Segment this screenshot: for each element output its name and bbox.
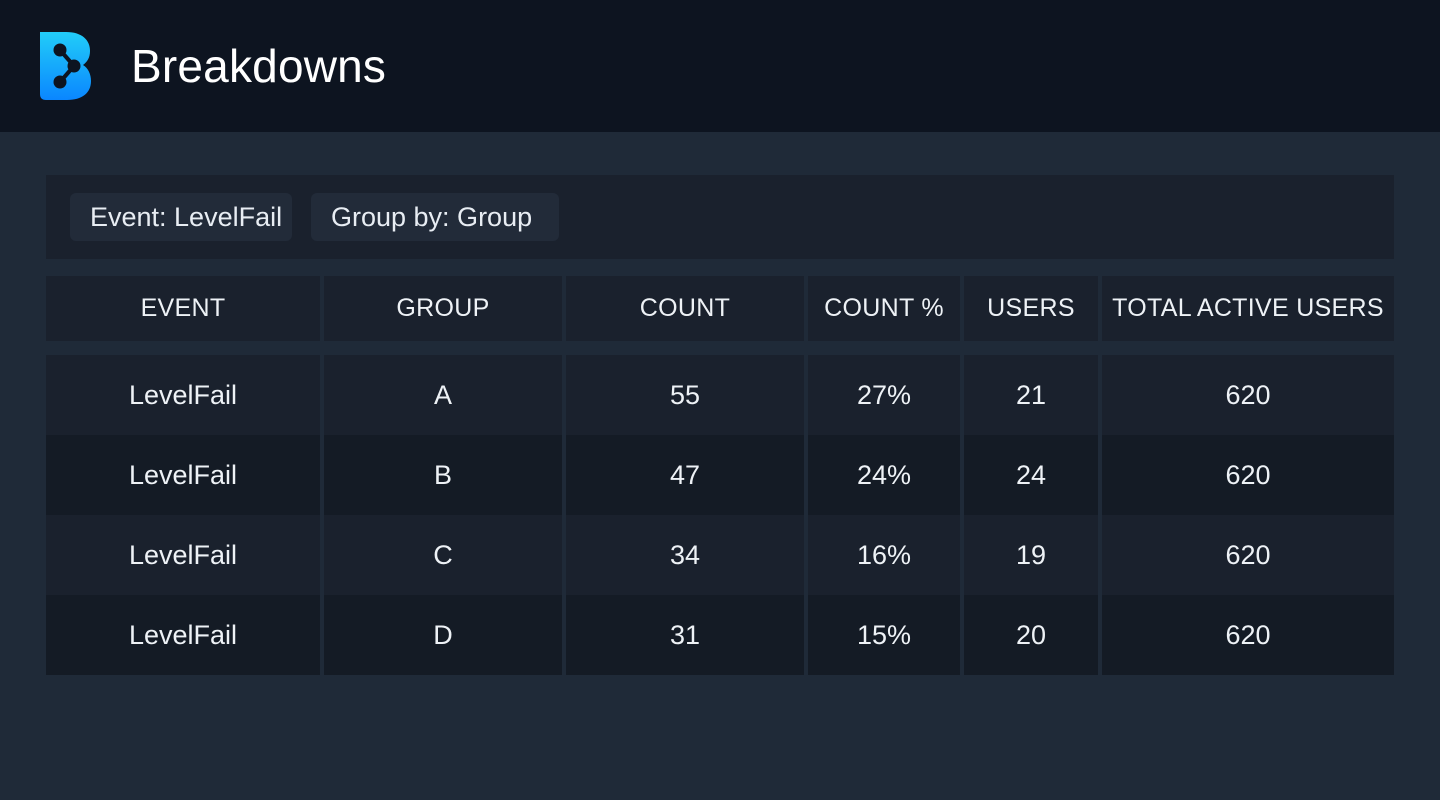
group-by-chip[interactable]: Group by: Group xyxy=(311,193,559,241)
total-active-users-cell: 620 xyxy=(1102,515,1394,595)
event-cell: LevelFail xyxy=(46,595,320,675)
total-active-users-cell: 620 xyxy=(1102,355,1394,435)
count-percent-cell: 27% xyxy=(808,355,960,435)
users-cell: 21 xyxy=(964,355,1098,435)
event-cell: LevelFail xyxy=(46,515,320,595)
count-percent-cell: 16% xyxy=(808,515,960,595)
group-cell: A xyxy=(324,355,562,435)
users-cell: 24 xyxy=(964,435,1098,515)
count-cell: 31 xyxy=(566,595,804,675)
table-row: LevelFail C 34 16% 19 620 xyxy=(46,515,1394,595)
event-cell: LevelFail xyxy=(46,355,320,435)
group-cell: B xyxy=(324,435,562,515)
column-header-count[interactable]: COUNT xyxy=(566,276,804,341)
table-row: LevelFail B 47 24% 24 620 xyxy=(46,435,1394,515)
column-header-count-percent[interactable]: COUNT % xyxy=(808,276,960,341)
total-active-users-cell: 620 xyxy=(1102,595,1394,675)
event-cell: LevelFail xyxy=(46,435,320,515)
table-header-row: EVENT GROUP COUNT COUNT % USERS TOTAL AC… xyxy=(46,276,1394,341)
page-title: Breakdowns xyxy=(131,40,387,92)
group-cell: D xyxy=(324,595,562,675)
event-filter-chip[interactable]: Event: LevelFail xyxy=(70,193,292,241)
total-active-users-cell: 620 xyxy=(1102,435,1394,515)
count-percent-cell: 24% xyxy=(808,435,960,515)
app-header: Breakdowns xyxy=(0,0,1440,132)
column-header-users[interactable]: USERS xyxy=(964,276,1098,341)
brand-logo-icon[interactable] xyxy=(38,30,92,102)
column-header-total-active-users[interactable]: TOTAL ACTIVE USERS xyxy=(1102,276,1394,341)
group-cell: C xyxy=(324,515,562,595)
column-header-event[interactable]: EVENT xyxy=(46,276,320,341)
count-percent-cell: 15% xyxy=(808,595,960,675)
users-cell: 19 xyxy=(964,515,1098,595)
column-header-group[interactable]: GROUP xyxy=(324,276,562,341)
count-cell: 34 xyxy=(566,515,804,595)
filter-bar: Event: LevelFail Group by: Group xyxy=(46,175,1394,259)
count-cell: 47 xyxy=(566,435,804,515)
table-row: LevelFail A 55 27% 21 620 xyxy=(46,355,1394,435)
table-row: LevelFail D 31 15% 20 620 xyxy=(46,595,1394,675)
users-cell: 20 xyxy=(964,595,1098,675)
count-cell: 55 xyxy=(566,355,804,435)
